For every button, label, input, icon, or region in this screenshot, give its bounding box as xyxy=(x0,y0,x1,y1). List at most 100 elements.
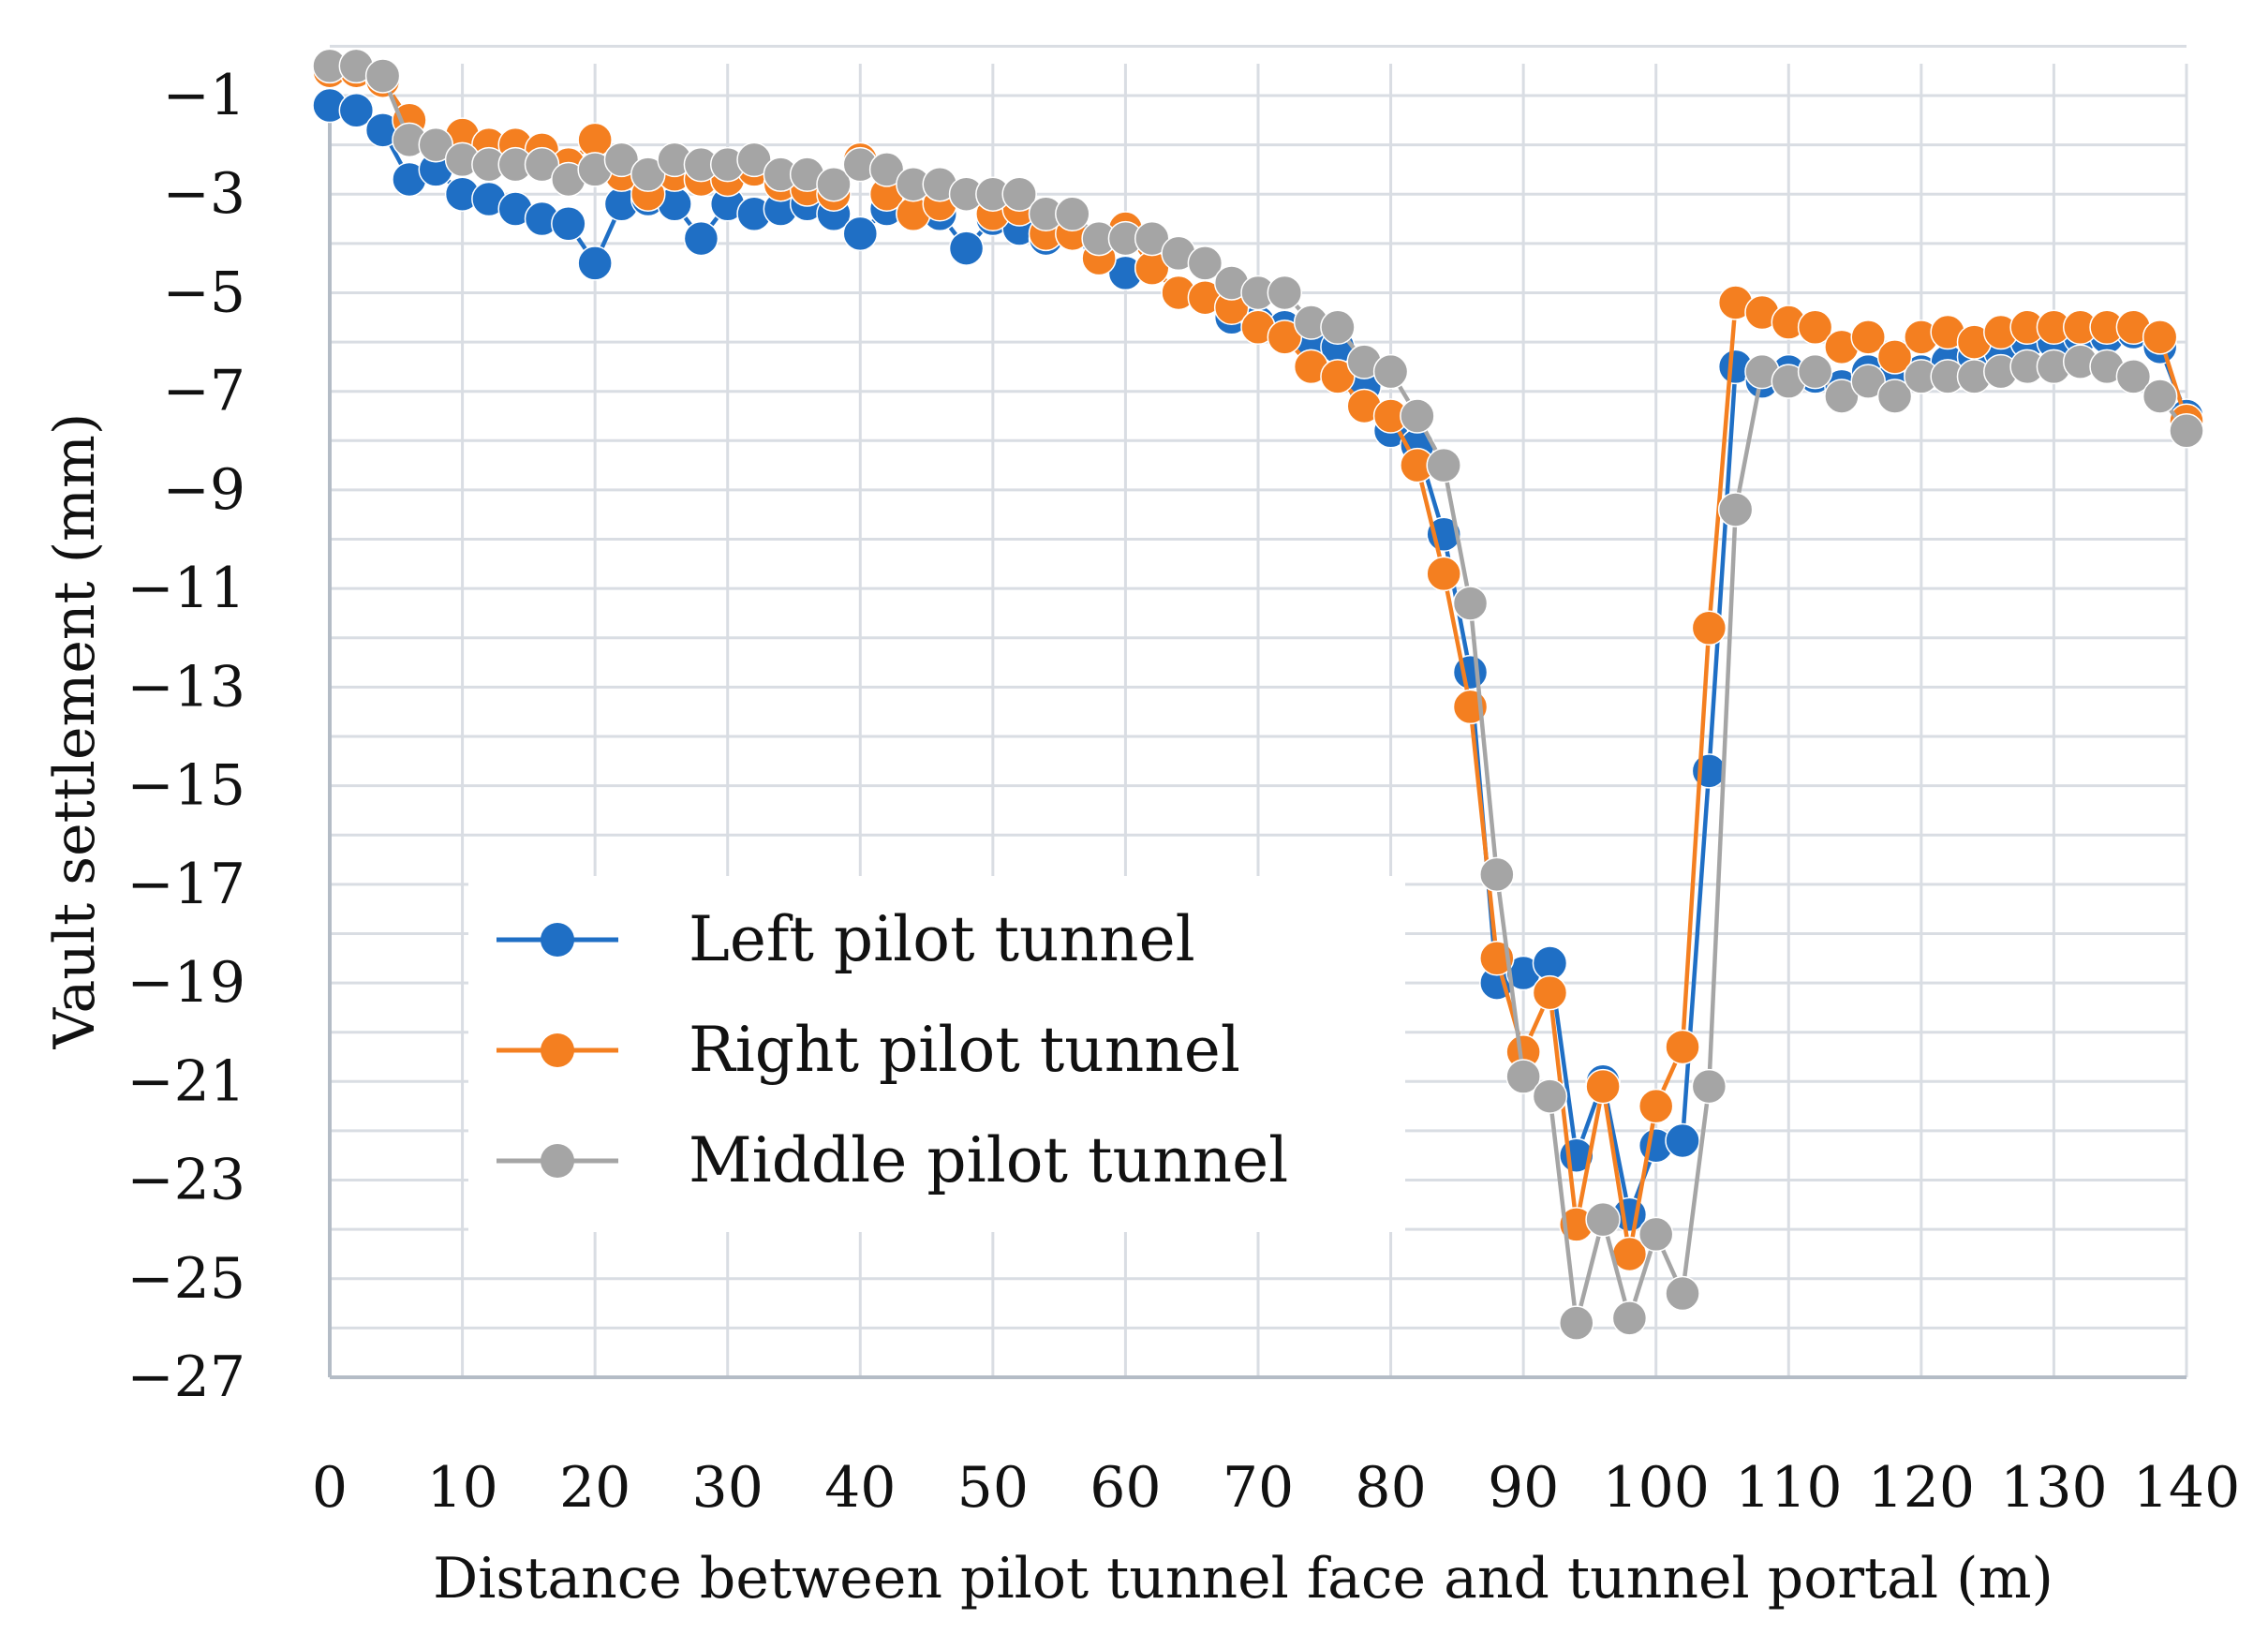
data-point-middle xyxy=(1559,1305,1594,1341)
x-tick-label: 110 xyxy=(1735,1455,1843,1521)
data-point-middle xyxy=(2142,379,2178,414)
data-point-middle xyxy=(1638,1216,1674,1253)
series-middle xyxy=(312,48,2204,1341)
x-tick-label: 120 xyxy=(1868,1455,1976,1521)
legend-item-left: Left pilot tunnel xyxy=(497,903,1195,975)
y-tick-label: −13 xyxy=(126,654,245,720)
x-tick-label: 100 xyxy=(1602,1455,1710,1521)
data-point-middle xyxy=(1400,398,1435,434)
x-tick-label: 140 xyxy=(2133,1455,2241,1521)
data-point-right xyxy=(1691,610,1727,646)
x-tick-label: 70 xyxy=(1223,1455,1294,1521)
data-point-middle xyxy=(2115,359,2152,394)
data-point-left xyxy=(577,245,613,281)
data-point-middle xyxy=(2169,413,2204,449)
legend-background xyxy=(468,876,1405,1232)
data-point-middle xyxy=(1372,353,1409,390)
y-tick-label: −19 xyxy=(126,950,245,1016)
x-tick-label: 20 xyxy=(559,1455,630,1521)
data-point-middle xyxy=(1824,379,1860,414)
x-tick-label: 10 xyxy=(426,1455,497,1521)
y-tick-label: −5 xyxy=(163,260,245,325)
x-tick-label: 90 xyxy=(1488,1455,1559,1521)
data-point-right xyxy=(1638,1088,1674,1124)
data-point-middle xyxy=(1320,309,1356,346)
legend-marker-middle xyxy=(541,1144,574,1178)
x-tick-label: 0 xyxy=(312,1455,348,1521)
data-point-middle xyxy=(364,58,401,94)
x-tick-label: 80 xyxy=(1355,1455,1426,1521)
data-point-middle xyxy=(1717,492,1754,527)
data-point-middle xyxy=(1479,856,1515,893)
y-tick-label: −9 xyxy=(163,457,245,523)
data-point-left xyxy=(338,93,375,128)
series-group xyxy=(312,48,2204,1341)
data-point-right xyxy=(1797,309,1833,346)
y-tick-label: −11 xyxy=(126,556,245,621)
x-tick-label: 60 xyxy=(1090,1455,1161,1521)
data-point-middle xyxy=(1267,275,1303,311)
data-point-middle xyxy=(1850,364,1886,399)
data-point-middle xyxy=(1585,1201,1621,1238)
x-axis-title: Distance between pilot tunnel face and t… xyxy=(433,1546,2053,1612)
data-point-middle xyxy=(1055,196,1090,232)
y-tick-label: −7 xyxy=(163,359,245,424)
data-point-left xyxy=(683,220,719,257)
data-point-middle xyxy=(736,141,772,178)
data-point-right xyxy=(1585,1068,1621,1105)
data-point-middle xyxy=(1532,1078,1568,1114)
data-point-middle xyxy=(1876,379,1913,414)
data-point-left xyxy=(948,230,985,266)
data-point-left xyxy=(1532,945,1568,981)
y-tick-label: −23 xyxy=(126,1148,245,1213)
legend-label-middle: Middle pilot tunnel xyxy=(689,1124,1288,1196)
data-point-middle xyxy=(1611,1300,1648,1336)
data-point-middle xyxy=(816,166,852,202)
data-point-middle xyxy=(1505,1059,1541,1094)
data-point-middle xyxy=(1452,586,1489,621)
y-tick-label: −27 xyxy=(126,1344,245,1410)
data-point-middle xyxy=(1665,1275,1700,1312)
legend-marker-right xyxy=(541,1033,574,1067)
data-point-right xyxy=(1267,319,1303,355)
data-point-left xyxy=(842,215,879,252)
data-point-middle xyxy=(868,152,905,187)
axes xyxy=(328,64,2186,1379)
legend: Left pilot tunnel Right pilot tunnel Mid… xyxy=(468,876,1405,1232)
data-point-middle xyxy=(418,126,454,163)
legend-item-middle: Middle pilot tunnel xyxy=(497,1124,1288,1196)
x-tick-label: 50 xyxy=(957,1455,1029,1521)
y-tick-label: −17 xyxy=(126,852,245,917)
data-point-middle xyxy=(603,141,640,178)
x-tick-label: 40 xyxy=(824,1455,896,1521)
legend-label-right: Right pilot tunnel xyxy=(689,1014,1240,1086)
data-point-right xyxy=(2142,319,2178,355)
data-point-middle xyxy=(1001,176,1037,212)
x-tick-label: 30 xyxy=(692,1455,763,1521)
data-point-left xyxy=(1452,654,1489,691)
data-point-right xyxy=(1426,556,1461,592)
y-tick-label: −25 xyxy=(126,1246,245,1312)
y-tick-label: −1 xyxy=(163,63,245,128)
data-point-middle xyxy=(630,156,666,192)
data-point-left xyxy=(551,206,586,242)
legend-label-left: Left pilot tunnel xyxy=(689,903,1195,975)
data-point-middle xyxy=(524,146,560,183)
legend-item-right: Right pilot tunnel xyxy=(497,1014,1240,1086)
data-point-middle xyxy=(1691,1068,1727,1105)
y-tick-label: −21 xyxy=(126,1048,245,1114)
y-tick-label: −3 xyxy=(163,161,245,227)
y-tick-label: −15 xyxy=(126,753,245,819)
data-point-right xyxy=(1320,359,1356,394)
grid xyxy=(330,44,2188,1377)
data-point-middle xyxy=(1426,447,1461,483)
data-point-right xyxy=(1665,1029,1700,1065)
data-point-left xyxy=(1665,1122,1700,1159)
data-point-middle xyxy=(1797,353,1833,390)
y-axis-title: Vault settlement (mm) xyxy=(42,413,108,1050)
data-point-middle xyxy=(1187,245,1223,281)
tick-labels: 0 10 20 30 40 50 60 70 80 90 100 110 120 130 140 −1 −3 −5… xyxy=(126,63,2240,1521)
legend-marker-left xyxy=(541,923,574,957)
